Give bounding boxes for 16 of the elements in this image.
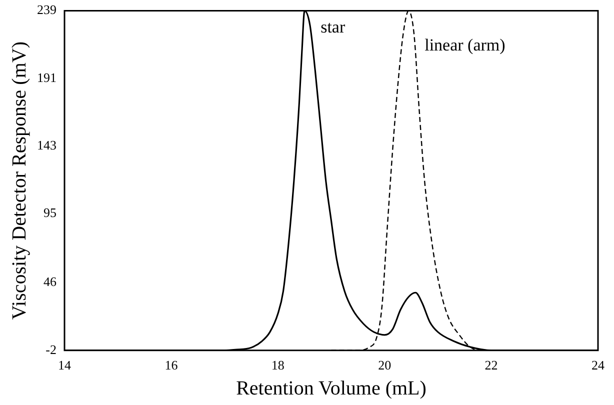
- x-tick-label: 22: [484, 358, 498, 373]
- x-tick-label: 16: [164, 358, 178, 373]
- series-label: linear (arm): [424, 35, 506, 54]
- x-tick-label: 24: [592, 358, 605, 373]
- y-axis-title: Viscosity Detector Response (mV): [8, 42, 30, 320]
- x-axis-title: Retention Volume (mL): [236, 377, 426, 400]
- y-tick-label: 46: [44, 274, 57, 290]
- y-tick-label: 143: [37, 138, 56, 152]
- x-tick-label: 18: [271, 358, 284, 373]
- x-tick-label: 14: [58, 358, 72, 373]
- x-tick-label: 20: [378, 358, 392, 373]
- y-tick-label: 239: [37, 2, 56, 18]
- y-tick-label: 191: [37, 70, 56, 85]
- series-label: star: [320, 17, 346, 36]
- y-tick-label: 95: [44, 205, 56, 220]
- y-tick-label: -2: [46, 342, 56, 357]
